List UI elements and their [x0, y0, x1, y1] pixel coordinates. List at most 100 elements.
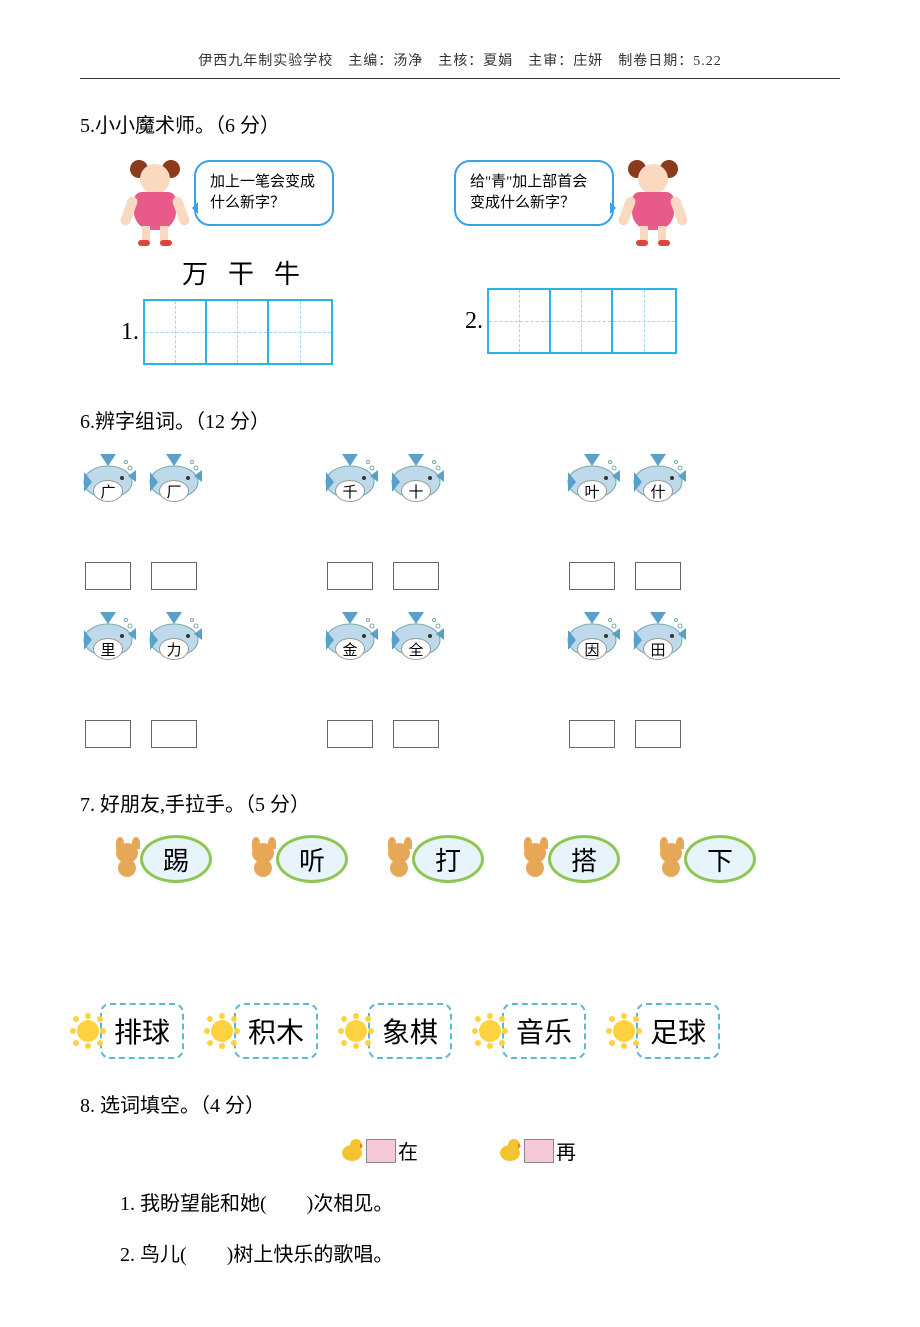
- sun-icon: [606, 1013, 642, 1049]
- fish-char: 全: [401, 638, 431, 660]
- fish-item: 什: [630, 452, 686, 590]
- chick-icon: [340, 1139, 364, 1163]
- fish-pair: 里 力: [80, 610, 202, 748]
- char: 牛: [274, 254, 300, 291]
- sun-icon: [70, 1013, 106, 1049]
- fox-icon: [110, 837, 146, 881]
- girl-icon: [120, 156, 190, 246]
- match-item-bottom[interactable]: 排球: [70, 1003, 184, 1059]
- fish-icon: 金: [322, 610, 378, 666]
- match-item-top[interactable]: 打: [382, 835, 484, 883]
- answer-box[interactable]: [85, 562, 131, 590]
- q7-top-row: 踢 听 打 搭下: [110, 835, 840, 883]
- fish-item: 力: [146, 610, 202, 748]
- answer-grid-2[interactable]: [487, 288, 677, 354]
- fish-char: 田: [643, 638, 673, 660]
- q5-number-1: 1.: [121, 319, 139, 346]
- fish-item: 厂: [146, 452, 202, 590]
- answer-box[interactable]: [151, 720, 197, 748]
- fish-char: 什: [643, 480, 673, 502]
- fish-char: 十: [401, 480, 431, 502]
- fish-icon: 厂: [146, 452, 202, 508]
- fish-char: 金: [335, 638, 365, 660]
- q5-number-2: 2.: [465, 308, 483, 335]
- fish-item: 因: [564, 610, 620, 748]
- match-item-top[interactable]: 踢: [110, 835, 212, 883]
- q7-title: 7. 好朋友,手拉手。（5 分）: [80, 788, 840, 817]
- fish-char: 千: [335, 480, 365, 502]
- answer-box[interactable]: [635, 562, 681, 590]
- fox-icon: [518, 837, 554, 881]
- fish-icon: 十: [388, 452, 444, 508]
- q8-choices: 在 再: [340, 1136, 840, 1165]
- choice-word: 再: [556, 1136, 576, 1165]
- q5-left: 加上一笔会变成什么新字？ 万 干 牛 1.: [120, 156, 334, 365]
- fish-icon: 千: [322, 452, 378, 508]
- fish-char: 里: [93, 638, 123, 660]
- match-item-bottom[interactable]: 象棋: [338, 1003, 452, 1059]
- q6-title: 6.辨字组词。（12 分）: [80, 405, 840, 434]
- match-item-top[interactable]: 搭: [518, 835, 620, 883]
- char: 干: [228, 254, 254, 291]
- answer-box[interactable]: [569, 562, 615, 590]
- fish-icon: 田: [630, 610, 686, 666]
- match-item-bottom[interactable]: 足球: [606, 1003, 720, 1059]
- oval-label: 打: [412, 835, 484, 883]
- oval-label: 听: [276, 835, 348, 883]
- match-item-top[interactable]: 听: [246, 835, 348, 883]
- answer-box[interactable]: [569, 720, 615, 748]
- q8-title: 8. 选词填空。（4 分）: [80, 1089, 840, 1118]
- chick-icon: [498, 1139, 522, 1163]
- fish-item: 全: [388, 610, 444, 748]
- speech-bubble-right: 给"青"加上部首会变成什么新字？: [454, 160, 614, 226]
- fish-item: 里: [80, 610, 136, 748]
- answer-box[interactable]: [85, 720, 131, 748]
- q5-title: 5.小小魔术师。（6 分）: [80, 109, 840, 138]
- q6-content: 广 厂 千 十 叶 什: [80, 452, 840, 748]
- fish-icon: 力: [146, 610, 202, 666]
- match-item-bottom[interactable]: 音乐: [472, 1003, 586, 1059]
- q5-content: 加上一笔会变成什么新字？ 万 干 牛 1. 给"青"加上部首会变成什么新字？: [120, 156, 840, 365]
- oval-label: 搭: [548, 835, 620, 883]
- match-item-bottom[interactable]: 积木: [204, 1003, 318, 1059]
- fish-pair: 千 十: [322, 452, 444, 590]
- match-item-top[interactable]: 下: [654, 835, 756, 883]
- choice-box: [524, 1139, 554, 1163]
- choice-item: 再: [498, 1136, 576, 1165]
- choice-item: 在: [340, 1136, 418, 1165]
- answer-box[interactable]: [393, 562, 439, 590]
- answer-box[interactable]: [327, 720, 373, 748]
- answer-box[interactable]: [151, 562, 197, 590]
- fish-char: 叶: [577, 480, 607, 502]
- answer-box[interactable]: [635, 720, 681, 748]
- fish-pair: 因 田: [564, 610, 686, 748]
- answer-grid-1[interactable]: [143, 299, 333, 365]
- fish-icon: 什: [630, 452, 686, 508]
- q5-given-chars: 万 干 牛: [182, 254, 300, 291]
- char: 万: [182, 254, 208, 291]
- dash-label: 音乐: [502, 1003, 586, 1059]
- answer-box[interactable]: [393, 720, 439, 748]
- choice-box: [366, 1139, 396, 1163]
- fish-icon: 全: [388, 610, 444, 666]
- answer-box[interactable]: [327, 562, 373, 590]
- dash-label: 积木: [234, 1003, 318, 1059]
- dash-label: 足球: [636, 1003, 720, 1059]
- fish-pair: 金 全: [322, 610, 444, 748]
- fish-icon: 叶: [564, 452, 620, 508]
- fox-icon: [246, 837, 282, 881]
- dash-label: 象棋: [368, 1003, 452, 1059]
- page-header: 伊西九年制实验学校 主编：汤净 主核：夏娟 主审：庄妍 制卷日期：5.22: [80, 50, 840, 79]
- fish-char: 广: [93, 480, 123, 502]
- fish-item: 田: [630, 610, 686, 748]
- fish-char: 厂: [159, 480, 189, 502]
- choice-word: 在: [398, 1136, 418, 1165]
- sun-icon: [472, 1013, 508, 1049]
- q7-bottom-row: 排球积木象棋音乐足球: [70, 1003, 840, 1059]
- fish-item: 叶: [564, 452, 620, 590]
- fish-item: 金: [322, 610, 378, 748]
- worksheet-page: 伊西九年制实验学校 主编：汤净 主核：夏娟 主审：庄妍 制卷日期：5.22 5.…: [0, 0, 920, 1327]
- fish-pair: 广 厂: [80, 452, 202, 590]
- fish-item: 广: [80, 452, 136, 590]
- q8-sentence-1: 1. 我盼望能和她( )次相见。: [120, 1187, 840, 1216]
